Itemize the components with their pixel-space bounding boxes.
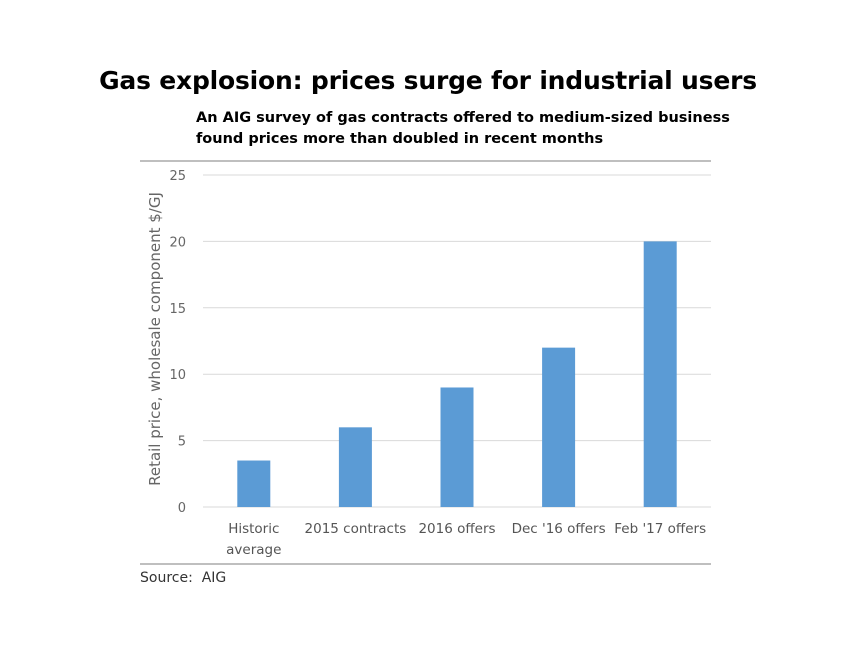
bar — [237, 460, 271, 507]
y-axis-label: Retail price, wholesale component $/GJ — [146, 192, 164, 486]
x-category-label: Dec '16 offers — [512, 521, 606, 537]
bar — [440, 387, 474, 507]
x-category-label: 2016 offers — [418, 521, 495, 537]
bars — [237, 241, 677, 507]
chart-frame — [140, 160, 711, 565]
source-note: Source: AIG — [140, 570, 227, 586]
y-tick-label: 0 — [178, 501, 186, 516]
y-tick-label: 25 — [169, 169, 186, 184]
bar — [338, 427, 372, 507]
chart-subtitle: An AIG survey of gas contracts offered t… — [196, 110, 730, 147]
bar — [643, 241, 677, 507]
chart-title: Gas explosion: prices surge for industri… — [99, 66, 757, 95]
x-category-label: 2015 contracts — [305, 521, 407, 537]
x-category-label: average — [226, 542, 281, 558]
bar — [542, 347, 576, 507]
y-tick-label: 10 — [169, 368, 186, 383]
y-tick-label: 15 — [169, 302, 186, 317]
y-tick-label: 20 — [169, 235, 186, 250]
y-tick-label: 5 — [178, 435, 186, 450]
x-category-label: Feb '17 offers — [614, 521, 706, 537]
y-tick-labels: 0 5 10 15 20 25 — [169, 169, 186, 516]
x-category-label: Historic — [228, 521, 279, 537]
x-category-labels: Historic average 2015 contracts 2016 offers… — [226, 521, 706, 558]
